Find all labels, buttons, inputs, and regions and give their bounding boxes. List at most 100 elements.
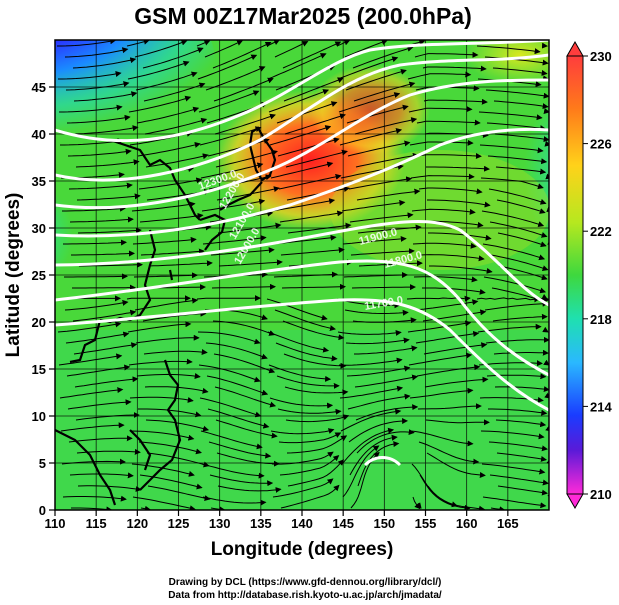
streamline (138, 177, 203, 190)
streamline (77, 227, 142, 234)
streamline (64, 273, 128, 280)
streamline (345, 68, 407, 91)
colorbar-tick-label: 214 (590, 399, 612, 414)
streamline (57, 321, 122, 333)
streamline (143, 82, 206, 102)
streamline (270, 428, 335, 435)
cold-pool-northwest (55, 40, 215, 135)
x-tick-label: 140 (291, 516, 313, 531)
streamline (273, 271, 338, 278)
streamline (286, 435, 348, 454)
streamline (344, 40, 388, 58)
streamline (481, 210, 545, 228)
streamline (284, 386, 349, 396)
streamline (68, 435, 133, 443)
chart-title: GSM 00Z17Mar2025 (200.0hPa) (134, 3, 472, 29)
streamline (428, 232, 492, 241)
streamline (274, 41, 309, 58)
streamline (73, 91, 138, 102)
streamline (497, 485, 548, 496)
streamline (126, 295, 191, 302)
streamline (282, 41, 342, 69)
streamline (347, 140, 411, 157)
streamline (72, 57, 137, 69)
colorbar-bottom-arrow (566, 493, 584, 510)
streamline (201, 463, 265, 479)
streamline (480, 430, 545, 440)
streamline (199, 397, 262, 418)
streamline (209, 474, 274, 487)
streamline (481, 463, 546, 475)
streamline (58, 353, 123, 366)
streamline (202, 235, 267, 245)
streamline (423, 98, 488, 105)
streamline (275, 342, 338, 362)
y-tick-label: 10 (32, 409, 46, 424)
streamline (496, 452, 547, 462)
streamline (204, 40, 244, 58)
streamline (478, 111, 543, 121)
streamline (65, 81, 130, 91)
y-tick-label: 20 (32, 315, 46, 330)
colorbar-tick-label: 222 (590, 224, 612, 239)
streamline (418, 187, 483, 195)
streamline (270, 161, 334, 179)
streamline (407, 320, 472, 333)
streamline (341, 199, 406, 212)
y-tick-label: 15 (32, 362, 46, 377)
x-tick-label: 135 (250, 516, 272, 531)
streamline (132, 236, 197, 245)
streamline (485, 89, 549, 99)
streamline (478, 360, 543, 367)
streamline (132, 496, 196, 510)
streamline (349, 212, 414, 223)
streamline (144, 117, 208, 135)
streamline (414, 51, 479, 58)
streamline (69, 216, 134, 223)
streamline (282, 320, 345, 341)
streamline (74, 125, 139, 135)
streamline (284, 113, 346, 135)
streamline (201, 198, 266, 212)
streamline (351, 284, 416, 291)
streamline (337, 56, 399, 80)
streamline (482, 243, 546, 261)
streamline (278, 173, 342, 190)
streamline (206, 375, 269, 396)
streamline (484, 300, 549, 311)
streamline (423, 342, 488, 355)
streamline (277, 408, 342, 415)
streamline (145, 419, 210, 432)
streamline (476, 45, 541, 55)
streamline (198, 90, 260, 113)
streamline (205, 342, 268, 360)
streamline (64, 47, 129, 58)
streamline (409, 139, 474, 146)
streamline (207, 138, 270, 157)
streamline (148, 260, 213, 267)
streamline (72, 309, 137, 322)
streamline (205, 66, 266, 91)
streamline (200, 162, 264, 179)
streamline (274, 309, 336, 332)
streamline (497, 232, 547, 248)
streamline (283, 353, 347, 369)
streamline (287, 459, 344, 487)
streamline (131, 201, 196, 212)
colorbar-tick-label: 226 (590, 137, 612, 152)
streamline (278, 432, 342, 444)
streamline (498, 265, 548, 281)
streamline (59, 387, 124, 399)
x-tick-label: 110 (45, 516, 66, 531)
streamline (269, 125, 332, 146)
streamline (357, 441, 400, 487)
x-axis-label: Longitude (degrees) (211, 539, 394, 560)
streamline (75, 412, 140, 421)
streamline (129, 396, 194, 403)
streamline (276, 101, 338, 124)
x-tick-label: 160 (456, 516, 478, 531)
y-tick-label: 35 (32, 174, 46, 189)
streamline (74, 376, 139, 388)
streamline (485, 336, 549, 344)
streamline (353, 81, 416, 102)
